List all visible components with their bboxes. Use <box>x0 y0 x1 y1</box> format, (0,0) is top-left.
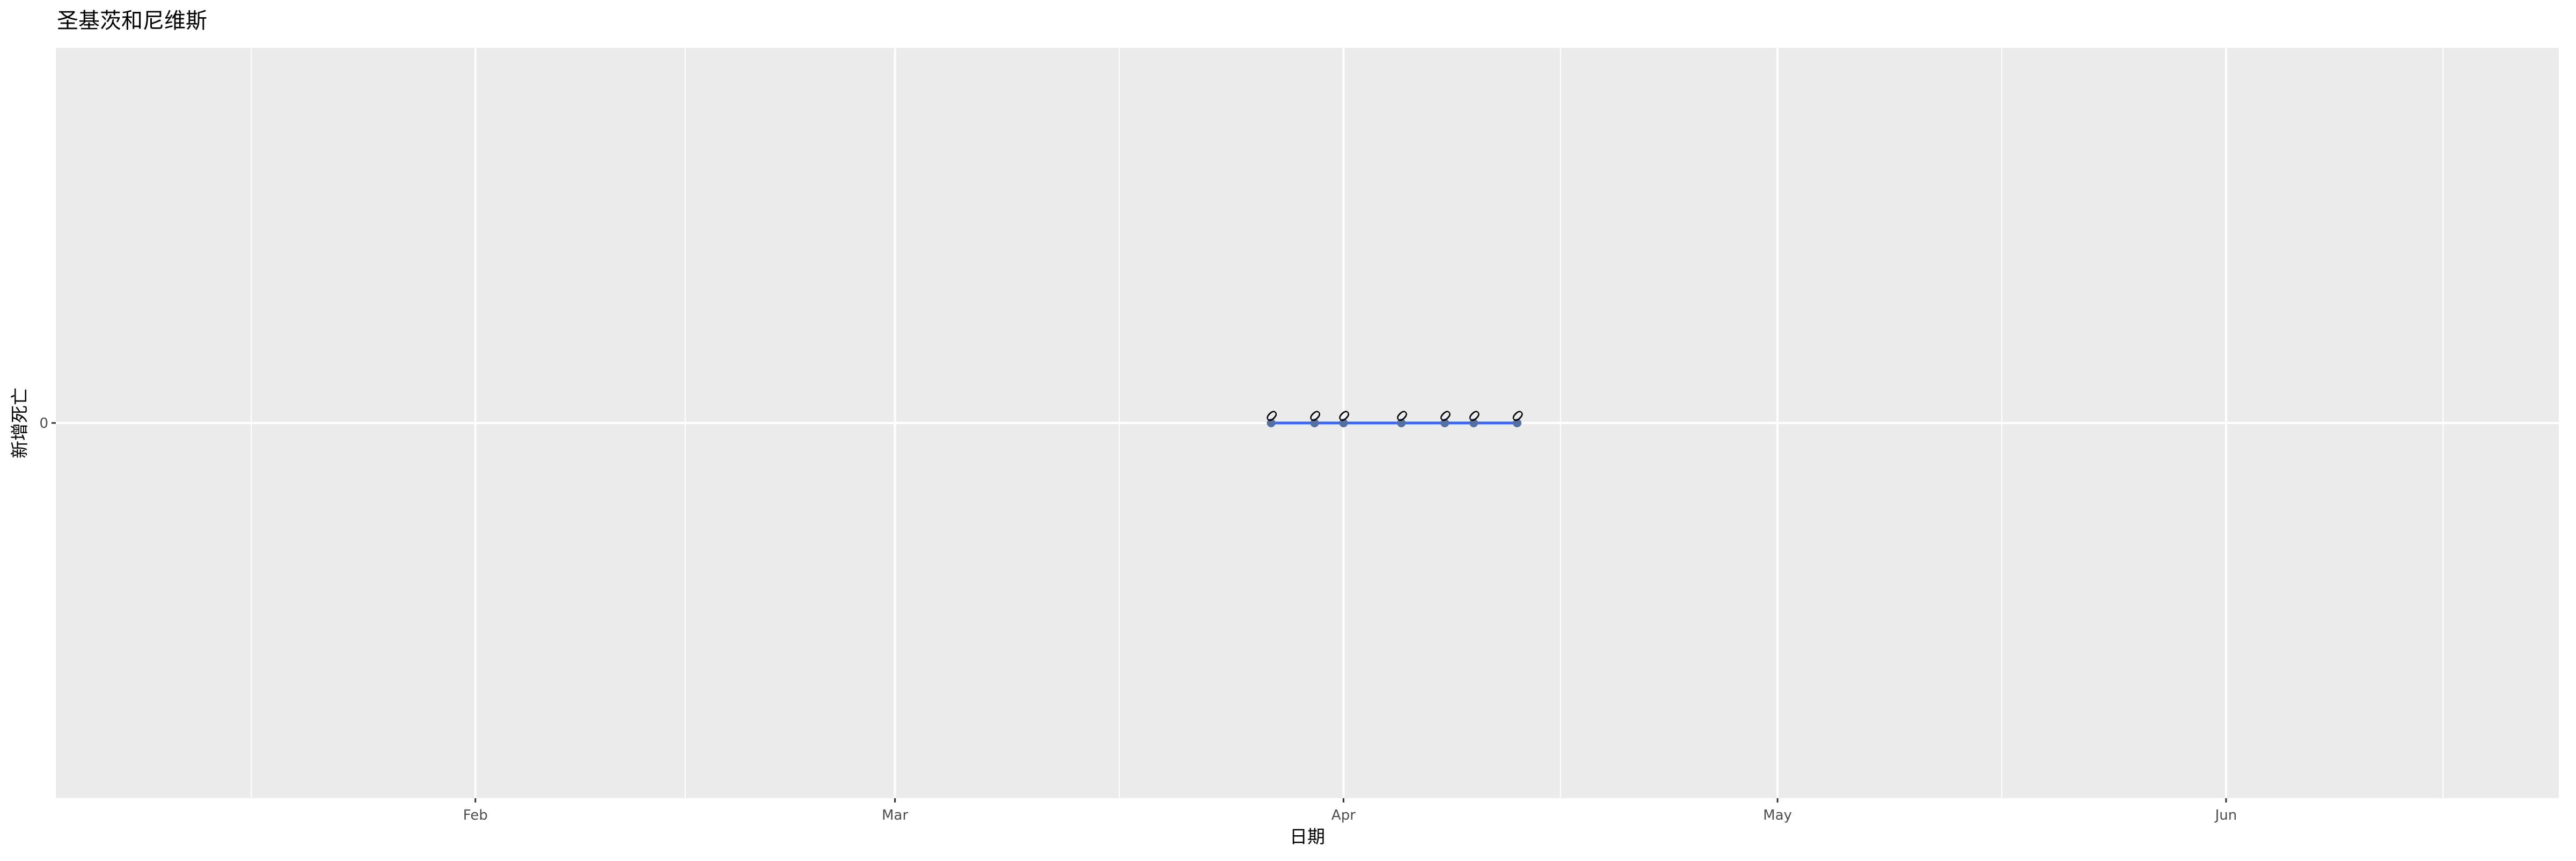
x-tick-label: May <box>1763 807 1792 823</box>
data-point <box>1512 419 1521 427</box>
y-axis: 0 <box>39 415 56 432</box>
chart-title: 圣基茨和尼维斯 <box>57 9 207 33</box>
x-tick-label: Apr <box>1331 807 1356 823</box>
data-point <box>1339 419 1348 427</box>
data-point <box>1469 419 1479 427</box>
data-point <box>1440 419 1450 427</box>
x-tick-label: Jun <box>2214 807 2237 823</box>
x-tick-label: Feb <box>463 807 488 823</box>
data-point <box>1310 419 1319 427</box>
y-tick-label: 0 <box>39 415 48 432</box>
x-axis: Feb Mar Apr May Jun <box>463 798 2237 823</box>
y-axis-title: 新增死亡 <box>9 388 30 458</box>
data-point <box>1267 419 1276 427</box>
x-axis-title: 日期 <box>1290 826 1325 847</box>
data-point <box>1397 419 1406 427</box>
x-tick-label: Mar <box>882 807 908 823</box>
